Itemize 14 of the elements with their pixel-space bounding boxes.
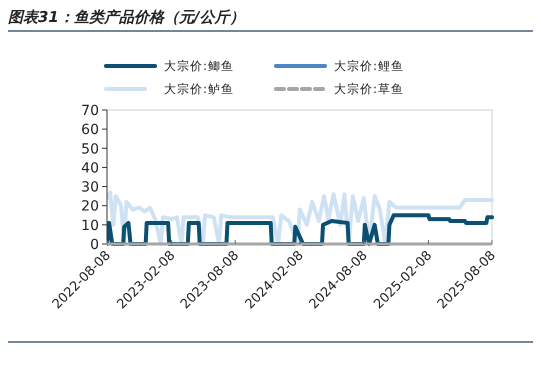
legend-label: 大宗价:鲤鱼: [334, 59, 404, 73]
y-tick-label: 20: [81, 198, 99, 215]
legend-label: 大宗价:草鱼: [334, 82, 404, 96]
y-tick-label: 0: [90, 237, 99, 253]
y-tick-label: 40: [81, 160, 99, 176]
legend-label: 大宗价:鲈鱼: [164, 82, 234, 96]
y-tick-label: 70: [81, 103, 99, 119]
legend-label: 大宗价:鲫鱼: [164, 59, 234, 73]
y-tick-label: 50: [81, 141, 99, 158]
y-tick-label: 30: [81, 180, 99, 196]
y-tick-label: 10: [81, 218, 99, 234]
line-series: [107, 213, 494, 246]
y-tick-label: 60: [81, 122, 99, 138]
chart-title: 图表31：鱼类产品价格（元/公斤）: [8, 8, 244, 26]
